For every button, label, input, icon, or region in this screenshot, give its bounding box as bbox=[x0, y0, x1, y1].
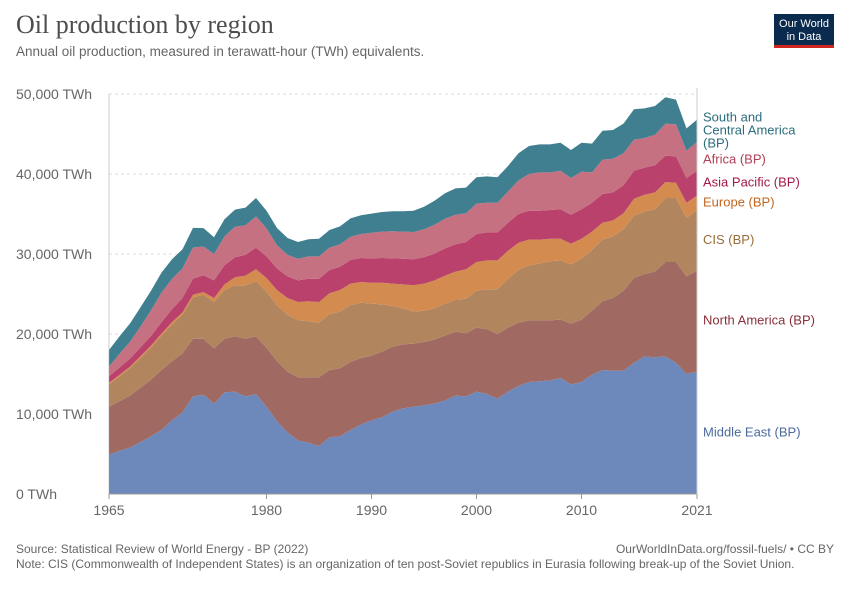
chart-title: Oil production by region bbox=[16, 10, 274, 39]
logo-line-1: Our World bbox=[779, 18, 829, 30]
series-label-3[interactable]: Europe (BP) bbox=[703, 194, 775, 209]
x-tick-label: 2021 bbox=[681, 502, 712, 518]
series-label-line: (BP) bbox=[703, 135, 729, 150]
chart-subtitle: Annual oil production, measured in teraw… bbox=[16, 44, 425, 59]
area-series-3[interactable] bbox=[109, 182, 697, 385]
x-tick-label: 1980 bbox=[251, 502, 282, 518]
series-label-line: North America (BP) bbox=[703, 313, 815, 328]
series-label-6[interactable]: South and Central America (BP) bbox=[703, 109, 796, 150]
owid-logo[interactable]: Our World in Data bbox=[774, 14, 834, 48]
area-series-5[interactable] bbox=[109, 123, 697, 377]
x-tick-label: 1990 bbox=[356, 502, 387, 518]
series-label-0[interactable]: Middle East (BP) bbox=[703, 424, 801, 439]
area-series-6[interactable] bbox=[109, 97, 697, 367]
series-label-line: South and bbox=[703, 109, 762, 124]
area-series-2[interactable] bbox=[109, 198, 697, 407]
y-tick-label: 50,000 TWh bbox=[16, 86, 92, 102]
area-series-1[interactable] bbox=[109, 262, 697, 455]
series-label-line: Africa (BP) bbox=[703, 151, 766, 166]
x-tick-label: 2010 bbox=[566, 502, 597, 518]
series-label-line: Europe (BP) bbox=[703, 194, 775, 209]
axes bbox=[108, 88, 698, 499]
series-label-2[interactable]: CIS (BP) bbox=[703, 232, 754, 247]
y-tick-label: 40,000 TWh bbox=[16, 166, 92, 182]
series-labels: South and Central America (BP)Africa (BP) A… bbox=[703, 109, 815, 439]
chart-note: Note: CIS (Commonwealth of Independent S… bbox=[16, 557, 795, 571]
series-label-line: Middle East (BP) bbox=[703, 424, 801, 439]
y-axis-tick-labels: 0 TWh 10,000 TWh 20,000 TWh 30,000 TWh 40,00… bbox=[16, 86, 92, 502]
series-label-1[interactable]: North America (BP) bbox=[703, 313, 815, 328]
source-text: Source: Statistical Review of World Ener… bbox=[16, 542, 309, 556]
area-series-4[interactable] bbox=[109, 155, 697, 383]
x-tick-label: 2000 bbox=[461, 502, 492, 518]
y-tick-label: 0 TWh bbox=[16, 486, 57, 502]
series-label-line: Central America bbox=[703, 122, 796, 137]
y-tick-label: 10,000 TWh bbox=[16, 406, 92, 422]
x-axis-tick-labels: 1965 1980 1990 2000 2010 2021 bbox=[93, 502, 712, 518]
y-tick-label: 20,000 TWh bbox=[16, 326, 92, 342]
series-label-5[interactable]: Africa (BP) bbox=[703, 151, 766, 166]
series-label-line: CIS (BP) bbox=[703, 232, 754, 247]
series-label-line: Asia Pacific (BP) bbox=[703, 175, 800, 190]
area-series-0[interactable] bbox=[109, 356, 697, 494]
area-series-group bbox=[109, 97, 697, 494]
stacked-area-chart[interactable]: 0 TWh 10,000 TWh 20,000 TWh 30,000 TWh 40,00… bbox=[0, 0, 850, 540]
y-tick-label: 30,000 TWh bbox=[16, 246, 92, 262]
source-url-link[interactable]: OurWorldInData.org/fossil-fuels/ • CC BY bbox=[615, 542, 834, 556]
logo-line-2: in Data bbox=[786, 31, 822, 43]
x-tick-label: 1965 bbox=[93, 502, 124, 518]
series-label-4[interactable]: Asia Pacific (BP) bbox=[703, 175, 800, 190]
